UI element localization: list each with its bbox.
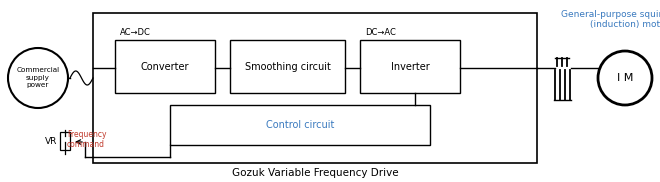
Circle shape [8, 48, 68, 108]
Bar [93, 13, 537, 163]
Text: AC→DC: AC→DC [120, 28, 151, 37]
Circle shape [598, 51, 652, 105]
Text: VR: VR [45, 136, 57, 145]
Text: I M: I M [617, 73, 633, 83]
Text: Frequency
command: Frequency command [67, 130, 106, 149]
Text: General-purpose squirrel-cage
(induction) motor: General-purpose squirrel-cage (induction… [561, 10, 660, 29]
Text: Control circuit: Control circuit [266, 120, 334, 130]
Bar [60, 132, 70, 150]
Text: Gozuk Variable Frequency Drive: Gozuk Variable Frequency Drive [232, 168, 399, 178]
Text: Converter: Converter [141, 62, 189, 72]
Text: Smoothing circuit: Smoothing circuit [245, 62, 331, 72]
Text: Commercial
supply
power: Commercial supply power [16, 68, 59, 88]
Text: Inverter: Inverter [391, 62, 430, 72]
Bar [115, 40, 215, 93]
Text: DC→AC: DC→AC [365, 28, 396, 37]
Bar [360, 40, 460, 93]
Bar [170, 105, 430, 145]
Bar [230, 40, 345, 93]
